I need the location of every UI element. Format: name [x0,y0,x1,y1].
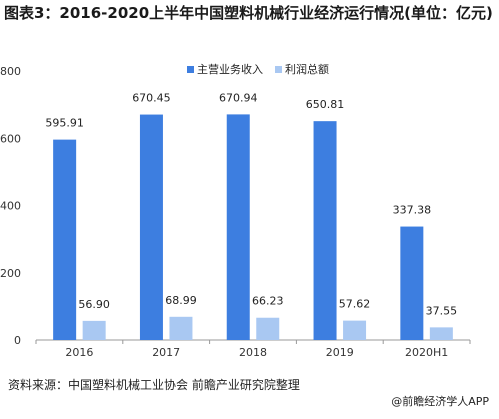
chart-title: 图表3：2016-2020上半年中国塑料机械行业经济运行情况(单位：亿元) [4,4,493,22]
data-label: 670.45 [132,92,171,105]
legend-label: 主营业务收入 [197,62,263,76]
bar-revenue [400,226,424,340]
data-label: 337.38 [393,204,432,217]
x-tick-label: 2017 [152,346,180,359]
x-tick-label: 2016 [65,346,93,359]
y-tick-label: 200 [0,267,21,280]
brand-label: @前瞻经济学人APP [391,395,489,408]
data-label: 56.90 [78,298,110,311]
x-tick-label: 2019 [326,346,354,359]
bar-profit [256,317,280,340]
y-tick-label: 400 [0,200,21,213]
data-label: 595.91 [45,117,84,130]
legend-swatch [187,66,194,73]
y-tick-label: 600 [0,132,21,145]
data-label: 37.55 [426,304,458,317]
data-label: 670.94 [219,91,258,104]
data-label: 66.23 [252,295,284,308]
bar-profit [82,320,106,340]
legend-swatch [275,66,282,73]
bar-profit [343,320,367,340]
bar-revenue [313,121,337,341]
data-label: 650.81 [306,98,345,111]
data-label: 68.99 [165,294,197,307]
y-tick-label: 0 [14,334,21,347]
bar-revenue [226,114,250,340]
x-tick-label: 2018 [239,346,267,359]
x-tick-label: 2020H1 [405,346,448,359]
legend-label: 利润总额 [285,62,329,76]
bar-revenue [53,139,77,340]
source-note: 资料来源：中国塑料机械工业协会 前瞻产业研究院整理 [8,378,300,392]
bar-revenue [139,114,163,340]
bar-profit [169,316,193,340]
y-tick-label: 800 [0,65,21,78]
bar-profit [429,327,453,340]
data-label: 57.62 [339,298,371,311]
